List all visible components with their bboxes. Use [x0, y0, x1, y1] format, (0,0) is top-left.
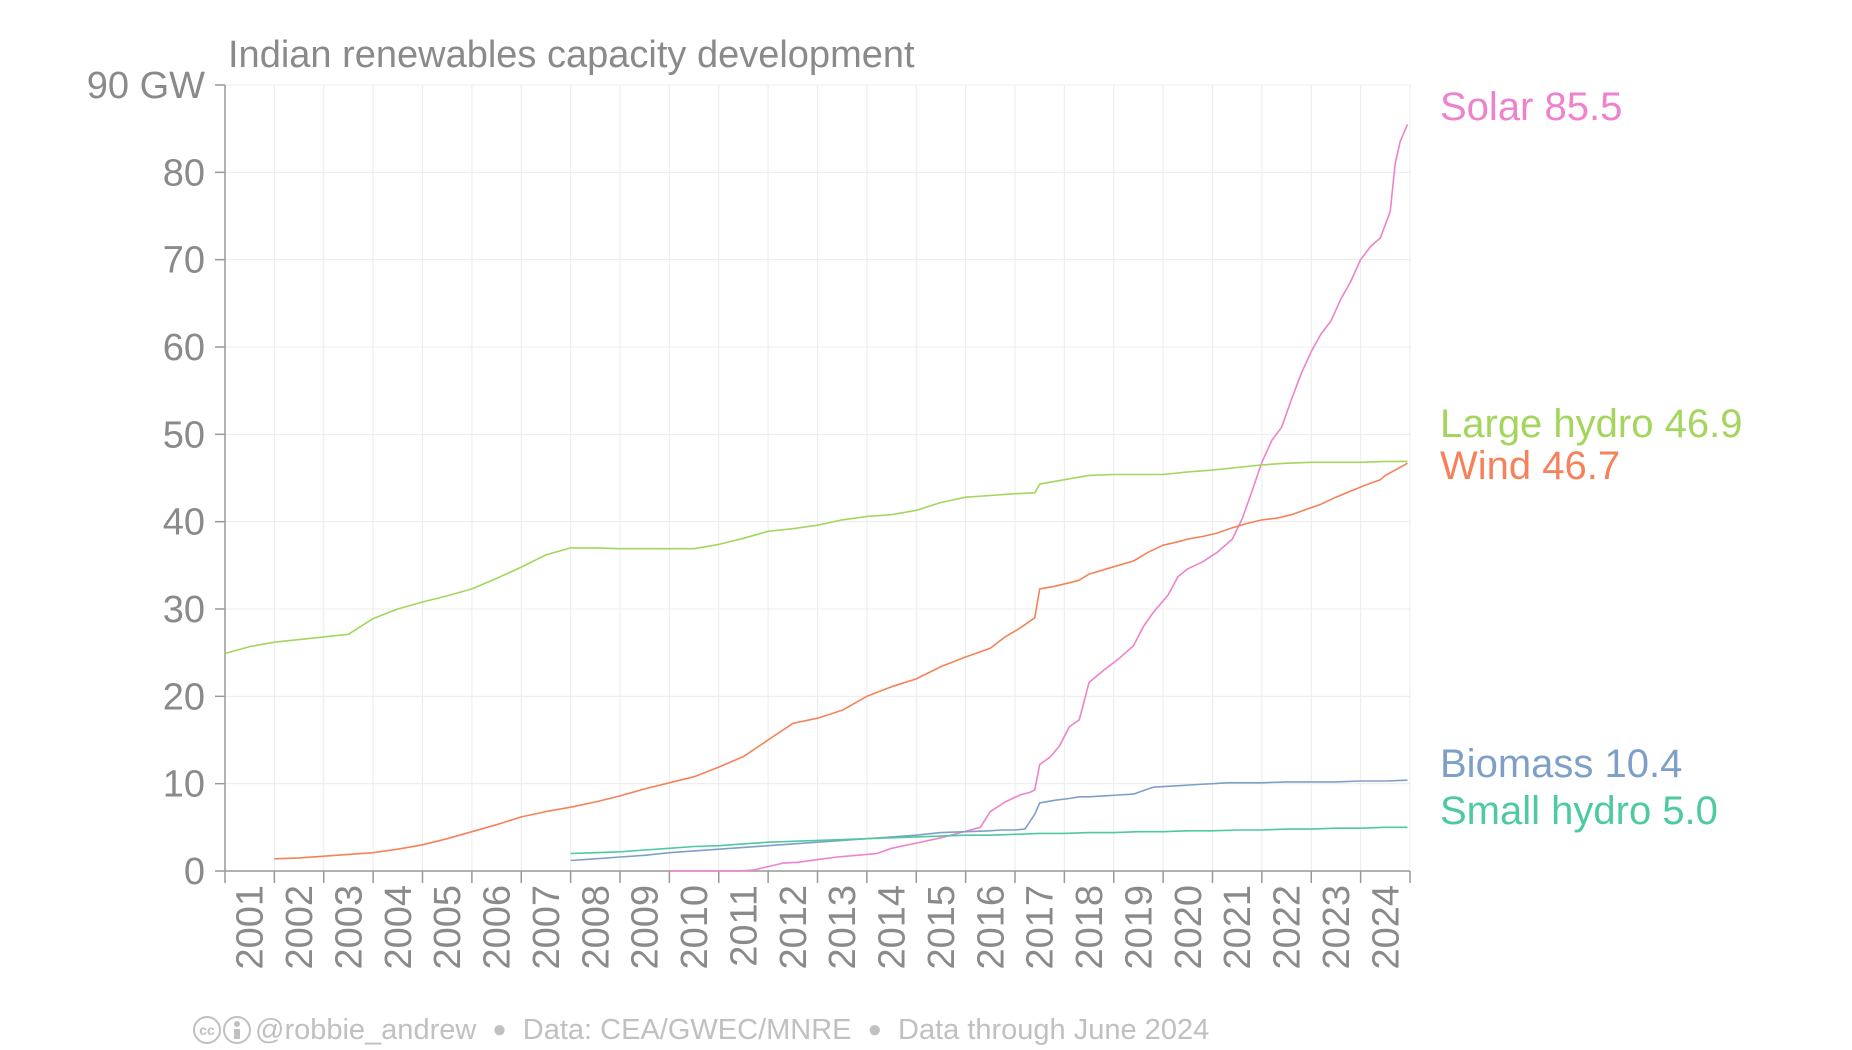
series-line-small-hydro	[570, 826, 1408, 855]
chart-title: Indian renewables capacity development	[228, 34, 915, 76]
y-tick-label: 20	[163, 676, 205, 718]
x-tick-label: 2016	[970, 885, 1012, 970]
y-tick-label: 90 GW	[87, 65, 205, 107]
x-tick-label: 2005	[427, 885, 469, 970]
x-tick-label: 2003	[328, 885, 370, 970]
y-tick-label: 50	[163, 414, 205, 456]
footer-coverage: Data through June 2024	[898, 1013, 1210, 1046]
footer-source: Data: CEA/GWEC/MNRE	[522, 1013, 852, 1046]
y-tick-label: 0	[184, 851, 205, 893]
x-tick-label: 2001	[230, 885, 272, 970]
footer-separator: ●	[867, 1016, 883, 1043]
attribution-icon	[223, 1016, 251, 1044]
x-tick-label: 2014	[872, 885, 914, 970]
x-tick-label: 2015	[921, 885, 963, 970]
y-tick-label: 40	[163, 502, 205, 544]
x-tick-label: 2024	[1365, 885, 1407, 970]
x-tick-label: 2020	[1168, 885, 1210, 970]
x-tick-label: 2009	[625, 885, 667, 970]
series-line-biomass	[570, 779, 1408, 862]
creative-commons-icon: cc	[193, 1016, 221, 1044]
x-tick-label: 2012	[773, 885, 815, 970]
x-tick-label: 2006	[477, 885, 519, 970]
series-line-wind	[274, 462, 1408, 860]
x-tick-label: 2002	[279, 885, 321, 970]
grid	[224, 84, 1411, 872]
footer-credit: @robbie_andrew	[255, 1013, 477, 1046]
x-tick-label: 2022	[1267, 885, 1309, 970]
series-line-solar	[669, 123, 1409, 872]
footer: cc @robbie_andrew ● Data: CEA/GWEC/MNRE …	[193, 1010, 1209, 1050]
end-label-small-hydro: Small hydro 5.0	[1440, 789, 1718, 833]
end-label-wind: Wind 46.7	[1440, 444, 1620, 488]
series-lines	[224, 123, 1409, 872]
x-tick-label: 2017	[1020, 885, 1062, 970]
x-tick-label: 2004	[378, 885, 420, 970]
y-tick-label: 30	[163, 589, 205, 631]
y-tick-label: 10	[163, 764, 205, 806]
x-tick-label: 2023	[1316, 885, 1358, 970]
y-tick-label: 70	[163, 240, 205, 282]
series-line-large-hydro	[224, 460, 1408, 655]
x-tick-label: 2011	[723, 885, 765, 967]
x-tick-label: 2019	[1118, 885, 1160, 970]
end-label-solar: Solar 85.5	[1440, 85, 1622, 129]
end-label-large-hydro: Large hydro 46.9	[1440, 402, 1742, 446]
footer-separator: ●	[492, 1016, 507, 1043]
x-tick-label: 2010	[674, 885, 716, 970]
x-tick-label: 2007	[526, 885, 568, 970]
x-tick-label: 2021	[1217, 885, 1259, 970]
x-tick-label: 2018	[1069, 885, 1111, 970]
y-tick-label: 60	[163, 327, 205, 369]
end-label-biomass: Biomass 10.4	[1440, 742, 1682, 786]
y-tick-label: 80	[163, 152, 205, 194]
x-tick-label: 2013	[822, 885, 864, 970]
x-tick-label: 2008	[575, 885, 617, 970]
